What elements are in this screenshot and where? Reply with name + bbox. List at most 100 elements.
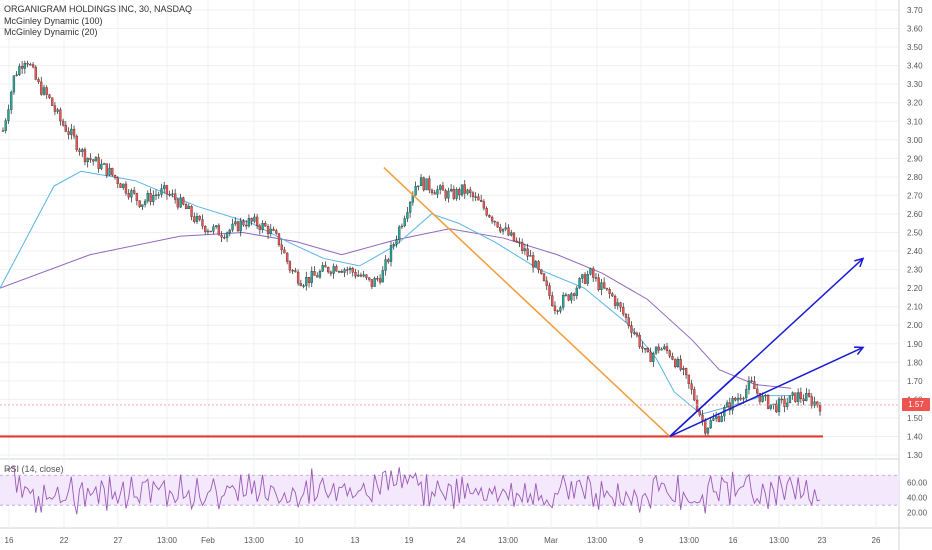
candle-body (439, 185, 442, 190)
candle-body (45, 87, 48, 95)
candle-body (452, 188, 456, 199)
candle-body (414, 186, 417, 196)
price-tick-label: 1.40 (907, 432, 923, 441)
candle-body (499, 227, 502, 232)
candle-body (392, 244, 395, 246)
candle-body (264, 223, 267, 227)
candle-body (160, 188, 163, 195)
candle-body (750, 380, 753, 382)
candle-body (720, 415, 723, 422)
candle-body (313, 271, 316, 276)
candle-body (463, 184, 466, 194)
candle-body (234, 221, 237, 225)
candle-body (504, 227, 507, 230)
candle-body (725, 402, 729, 408)
price-tick-label: 2.80 (907, 173, 923, 182)
candle-body (157, 194, 160, 196)
candle-body (255, 216, 259, 226)
candle-body (592, 268, 595, 278)
candle-body (704, 420, 707, 434)
candle-body (534, 261, 537, 268)
candle-body (665, 346, 669, 351)
candle-body (100, 163, 103, 169)
price-tick-label: 1.80 (907, 358, 923, 367)
candle-body (602, 282, 606, 289)
candle-body (403, 218, 406, 227)
time-tick-label: 19 (405, 536, 414, 545)
candle-body (480, 200, 483, 202)
candle-body (206, 230, 210, 233)
candle-body (433, 192, 436, 195)
candle-body (195, 215, 199, 222)
candle-body (138, 200, 141, 207)
candle-body (302, 285, 305, 287)
time-tick-label: 9 (639, 536, 644, 545)
candle-body (381, 270, 384, 283)
price-tick-label: 1.70 (907, 377, 923, 386)
candle-body (193, 216, 196, 222)
candle-body (149, 193, 152, 202)
price-tick-label: 2.40 (907, 247, 923, 256)
trendline (383, 167, 671, 438)
candle-body (523, 248, 527, 251)
candle-body (660, 348, 663, 351)
candle-body (34, 66, 37, 80)
candle-body (753, 381, 756, 390)
candle-body (250, 218, 253, 222)
candle-body (449, 188, 453, 192)
candle-body (340, 271, 343, 273)
candle-body (408, 202, 412, 213)
candle-body (668, 350, 671, 357)
indicator-mcginley-100[interactable]: McGinley Dynamic (100) (4, 15, 103, 26)
candle-body (586, 274, 589, 284)
candle-body (182, 197, 185, 205)
candle-body (684, 368, 688, 376)
candle-body (635, 332, 639, 336)
candle-body (357, 274, 360, 277)
candle-body (42, 87, 46, 95)
candle-body (395, 239, 398, 245)
candle-body (56, 109, 59, 112)
candle-body (70, 128, 73, 135)
indicator-mcginley-20[interactable]: McGinley Dynamic (20) (4, 27, 98, 37)
candle-body (769, 404, 772, 409)
candle-body (258, 225, 261, 231)
rsi-legend[interactable]: RSI (14, close) (4, 464, 64, 474)
candle-body (731, 397, 734, 411)
candle-body (72, 128, 76, 137)
candle-body (387, 259, 390, 262)
candle-body (518, 241, 521, 243)
candle-body (734, 397, 737, 401)
candle-body (283, 249, 286, 254)
candle-body (31, 64, 35, 68)
candle-body (717, 416, 721, 422)
rsi-pane: 60.00 40.00 20.00 (0, 465, 928, 518)
candle-body (40, 81, 43, 95)
candle-body (622, 307, 625, 315)
candle-body (201, 219, 204, 227)
time-tick-label: 22 (60, 536, 69, 545)
candle-body (477, 196, 480, 201)
candle-body (359, 274, 363, 277)
candle-body (220, 235, 223, 238)
candle-body (86, 157, 89, 163)
trendline (669, 371, 741, 438)
candle-body (515, 240, 518, 243)
price-tick-label: 3.30 (907, 80, 923, 89)
candle-body (567, 294, 570, 301)
candle-body (624, 313, 628, 318)
candle-body (59, 109, 62, 122)
candle-body (64, 125, 67, 132)
candle-body (578, 278, 581, 289)
candle-body (294, 270, 297, 273)
candle-body (474, 196, 477, 198)
candle-body (165, 185, 169, 195)
candle-body (163, 185, 166, 189)
candle-body (236, 221, 240, 232)
candle-body (488, 215, 491, 218)
candle-body (7, 109, 10, 121)
time-tick-label: 13:00 (244, 536, 265, 545)
candle-body (29, 64, 32, 66)
candle-body (335, 266, 338, 272)
